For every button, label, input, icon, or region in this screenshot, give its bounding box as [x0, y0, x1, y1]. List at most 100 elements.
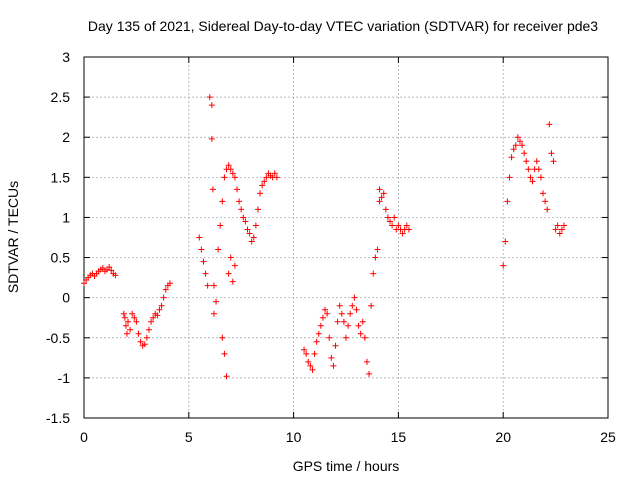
data-point [523, 158, 530, 165]
data-points [81, 94, 567, 380]
y-tick-label: 0.5 [51, 250, 71, 266]
data-point [525, 166, 532, 173]
data-point [273, 174, 280, 181]
data-point [537, 174, 544, 181]
data-point [135, 330, 142, 337]
data-point [361, 334, 368, 341]
data-point [374, 246, 381, 253]
data-point [254, 206, 261, 213]
data-point [328, 354, 335, 361]
data-point [227, 254, 234, 261]
data-point [340, 318, 347, 325]
data-point [208, 135, 215, 142]
data-point [240, 214, 247, 221]
y-tick-label: 1.5 [51, 169, 71, 185]
data-point [202, 270, 209, 277]
data-point [108, 267, 115, 274]
data-point [552, 226, 559, 233]
data-point [154, 312, 161, 319]
data-point [219, 198, 226, 205]
data-point [535, 166, 542, 173]
y-tick-label: 0 [62, 290, 70, 306]
data-point [353, 306, 360, 313]
data-point [225, 162, 232, 169]
y-tick-label: -0.5 [46, 330, 70, 346]
data-point [529, 178, 536, 185]
data-point [376, 198, 383, 205]
data-point [209, 186, 216, 193]
x-tick-label: 20 [495, 429, 511, 445]
data-point [160, 294, 167, 301]
data-point [357, 330, 364, 337]
data-point [121, 314, 128, 321]
data-point [502, 238, 509, 245]
data-point [148, 318, 155, 325]
data-point [363, 358, 370, 365]
x-tick-label: 15 [391, 429, 407, 445]
data-point [516, 138, 523, 145]
data-point [510, 146, 517, 153]
data-point [512, 142, 519, 149]
data-point [558, 226, 565, 233]
data-point [248, 238, 255, 245]
data-point [236, 198, 243, 205]
data-point [519, 142, 526, 149]
data-point [301, 346, 308, 353]
data-point [81, 280, 87, 287]
data-point [309, 366, 316, 373]
data-point [112, 272, 119, 279]
x-tick-label: 10 [286, 429, 302, 445]
data-point [259, 182, 266, 189]
data-point [533, 158, 540, 165]
data-point [332, 342, 339, 349]
x-tick-label: 25 [600, 429, 616, 445]
data-point [554, 222, 561, 229]
x-tick-label: 5 [185, 429, 193, 445]
data-point [99, 264, 106, 271]
data-point [242, 218, 249, 225]
data-point [122, 322, 129, 329]
data-point [141, 341, 148, 348]
data-point [540, 190, 547, 197]
data-point [263, 174, 270, 181]
data-point [162, 286, 169, 293]
data-point [521, 150, 528, 157]
data-point [560, 222, 567, 229]
data-point [330, 362, 337, 369]
data-point [234, 186, 241, 193]
data-point [238, 206, 245, 213]
data-point [500, 262, 507, 269]
data-point [120, 310, 127, 317]
data-point [225, 270, 232, 277]
data-point [355, 322, 362, 329]
data-point [382, 206, 389, 213]
data-point [366, 370, 373, 377]
y-tick-labels: -1.5 -1 -0.5 0 0.5 1 1.5 2 2.5 3 [46, 49, 70, 426]
data-point [208, 102, 215, 109]
data-point [219, 334, 226, 341]
data-point [368, 302, 375, 309]
data-point [378, 194, 385, 201]
data-point [223, 373, 230, 380]
y-tick-label: -1.5 [46, 410, 70, 426]
data-point [343, 334, 349, 341]
data-point [131, 314, 138, 321]
data-point [506, 174, 513, 181]
x-tick-label: 0 [80, 429, 88, 445]
data-point [145, 326, 152, 333]
data-point [317, 322, 324, 329]
data-point [129, 310, 136, 317]
grid-lines [84, 57, 608, 418]
data-point [389, 222, 396, 229]
data-point [150, 314, 157, 321]
data-point [384, 214, 391, 221]
data-point [156, 306, 163, 313]
data-point [196, 234, 203, 241]
data-point [210, 310, 217, 317]
data-point [391, 214, 398, 221]
x-axis-title: GPS time / hours [293, 458, 400, 474]
data-point [514, 134, 521, 141]
data-point [336, 302, 343, 309]
data-point [345, 322, 352, 329]
